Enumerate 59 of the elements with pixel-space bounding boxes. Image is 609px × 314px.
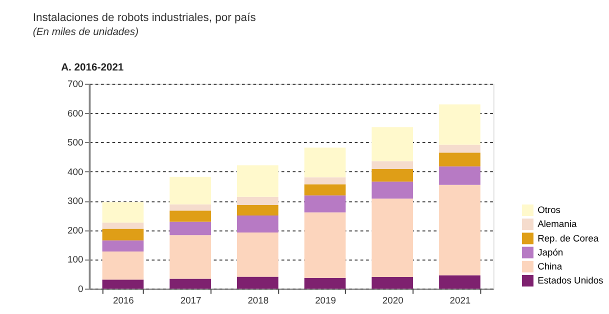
bar — [236, 216, 278, 233]
bar — [372, 198, 414, 278]
bar — [439, 184, 480, 276]
legend-label: Japón — [538, 246, 564, 258]
legend-label: Estados Unidos — [538, 274, 604, 286]
bar — [236, 276, 278, 289]
bar — [170, 204, 211, 211]
chart-title: Instalaciones de robots industriales, por país — [32, 12, 256, 24]
bar — [236, 165, 278, 197]
bar — [102, 280, 144, 289]
bar — [439, 166, 480, 185]
bar — [304, 212, 346, 278]
legend-label: Alemania — [538, 218, 578, 230]
bar — [372, 169, 414, 182]
bar — [102, 252, 144, 280]
bar — [236, 205, 278, 216]
x-tick-label: 2021 — [450, 294, 471, 306]
y-tick-label: 400 — [68, 166, 84, 177]
legend-label: Otros — [538, 204, 561, 216]
y-tick-label: 200 — [68, 224, 84, 236]
bar — [304, 195, 346, 212]
bar — [170, 278, 211, 289]
bar — [102, 222, 144, 229]
bar — [102, 228, 144, 240]
bar — [439, 144, 480, 153]
bar — [439, 275, 480, 289]
bar — [372, 277, 414, 289]
text: A. 2016-2021 — [61, 62, 124, 74]
legend-label: China — [538, 260, 563, 272]
bar — [170, 222, 211, 236]
bar — [170, 235, 211, 279]
x-tick-label: 2020 — [382, 294, 404, 306]
y-tick-label: 100 — [68, 254, 84, 265]
bar — [236, 232, 278, 277]
x-tick-label: 2019 — [315, 294, 336, 306]
x-tick-label: 2016 — [113, 294, 134, 306]
y-tick-label: 600 — [68, 107, 84, 118]
x-tick-label: 2017 — [180, 294, 202, 306]
bar — [304, 177, 346, 184]
bar — [170, 176, 211, 204]
y-tick-label: 700 — [68, 78, 84, 90]
bar — [439, 152, 480, 166]
bar — [170, 210, 211, 222]
bar — [304, 278, 346, 289]
bar — [304, 148, 346, 178]
bar — [304, 184, 346, 196]
bar — [372, 127, 414, 162]
bar — [102, 202, 144, 223]
y-tick-label: 500 — [68, 136, 84, 148]
legend-label: Rep. de Corea — [538, 232, 600, 244]
y-tick-label: 0 — [78, 283, 84, 294]
bar — [102, 240, 144, 252]
chart-subtitle: (En miles de unidades) — [32, 26, 139, 38]
x-tick-label: 2018 — [248, 294, 269, 306]
bar — [236, 196, 278, 206]
y-tick-label: 300 — [68, 195, 84, 206]
bar — [439, 104, 480, 145]
bar — [372, 161, 414, 170]
bar — [372, 182, 414, 199]
